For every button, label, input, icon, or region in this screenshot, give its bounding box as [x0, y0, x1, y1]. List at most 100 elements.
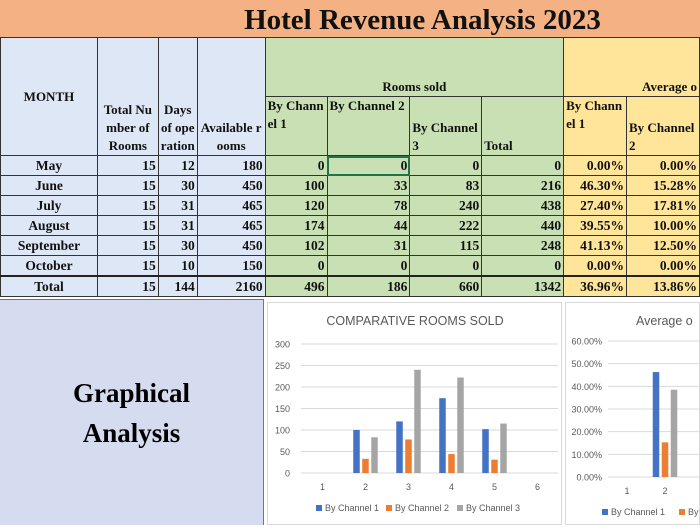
cell-days[interactable]: 30	[157, 235, 198, 256]
cell-available[interactable]: 450	[196, 235, 266, 256]
cell-label[interactable]: Total	[0, 275, 98, 297]
cell-p2[interactable]: 17.81%	[626, 195, 700, 216]
legend-swatch	[457, 505, 463, 511]
y-tick-label: 50.00%	[571, 359, 602, 369]
cell-month[interactable]: July	[0, 195, 98, 216]
cell-p1[interactable]: 36.96%	[563, 275, 628, 297]
cell-days[interactable]: 10	[157, 255, 198, 277]
cell-p2[interactable]: 12.50%	[626, 235, 700, 256]
cell-ch1[interactable]: 0	[264, 255, 328, 277]
header-total-rooms[interactable]: Total Number of Rooms	[96, 37, 159, 156]
cell-p2[interactable]: 0.00%	[626, 155, 700, 176]
cell-available[interactable]: 450	[196, 175, 266, 196]
cell-ch1[interactable]: 174	[264, 215, 328, 236]
y-tick-label: 100	[275, 426, 290, 436]
bar	[439, 398, 446, 473]
cell-ch3[interactable]: 222	[409, 215, 483, 236]
header-ch3[interactable]: By Channel 3	[409, 96, 483, 156]
cell-ch2[interactable]: 44	[326, 215, 411, 236]
header-average[interactable]: Average o	[563, 37, 700, 97]
cell-ch2[interactable]: 31	[326, 235, 411, 256]
cell-p2[interactable]: 13.86%	[626, 275, 700, 297]
cell-rooms[interactable]: 15	[96, 155, 159, 176]
cell-month[interactable]: August	[0, 215, 98, 236]
cell-p1[interactable]: 41.13%	[563, 235, 628, 256]
cell-ch3[interactable]: 0	[409, 255, 483, 277]
cell-ch3[interactable]: 240	[409, 195, 483, 216]
cell-month[interactable]: May	[0, 155, 98, 176]
cell-rooms[interactable]: 15	[96, 195, 159, 216]
x-tick-label: 5	[492, 482, 497, 492]
header-avg-ch2[interactable]: By Channel 2	[626, 96, 700, 156]
cell-ch2[interactable]: 33	[326, 175, 411, 196]
rooms-sold-chart[interactable]: COMPARATIVE ROOMS SOLD 0 50 100 150 200 250 300…	[267, 302, 562, 525]
cell-days[interactable]: 31	[157, 215, 198, 236]
cell-ch3[interactable]: 0	[409, 155, 483, 176]
cell-rooms[interactable]: 15	[96, 235, 159, 256]
table-row: September 15 30 450 102 31 115 248 41.13% 12.50%	[0, 235, 700, 256]
table-row: July 15 31 465 120 78 240 438 27.40% 17.81%	[0, 195, 700, 216]
cell-total[interactable]: 1342	[481, 275, 565, 297]
legend-label: By C	[688, 507, 700, 517]
cell-rooms[interactable]: 15	[96, 215, 159, 236]
cell-p1[interactable]: 27.40%	[563, 195, 628, 216]
header-avg-ch1[interactable]: By Channel 1	[563, 96, 628, 156]
cell-total[interactable]: 0	[481, 255, 565, 277]
x-tick-label: 2	[662, 486, 667, 496]
header-ch2[interactable]: By Channel 2	[326, 96, 411, 156]
cell-rooms[interactable]: 15	[96, 275, 159, 297]
cell-month[interactable]: June	[0, 175, 98, 196]
cell-available[interactable]: 465	[196, 195, 266, 216]
cell-ch1[interactable]: 0	[264, 155, 328, 176]
cell-days[interactable]: 144	[157, 275, 198, 297]
cell-p1[interactable]: 39.55%	[563, 215, 628, 236]
y-tick-label: 40.00%	[571, 382, 602, 392]
cell-days[interactable]: 12	[157, 155, 198, 176]
header-available[interactable]: Available rooms	[196, 37, 266, 156]
cell-total[interactable]: 216	[481, 175, 565, 196]
legend-swatch	[316, 505, 322, 511]
cell-available[interactable]: 180	[196, 155, 266, 176]
cell-days[interactable]: 31	[157, 195, 198, 216]
bar	[353, 430, 360, 473]
cell-available[interactable]: 2160	[196, 275, 266, 297]
cell-ch2[interactable]: 78	[326, 195, 411, 216]
cell-total[interactable]: 440	[481, 215, 565, 236]
cell-p1[interactable]: 0.00%	[563, 255, 628, 277]
cell-month[interactable]: September	[0, 235, 98, 256]
cell-ch1[interactable]: 102	[264, 235, 328, 256]
cell-ch3[interactable]: 83	[409, 175, 483, 196]
cell-ch2[interactable]: 186	[326, 275, 411, 297]
header-rooms-sold[interactable]: Rooms sold	[264, 37, 565, 97]
header-total[interactable]: Total	[481, 96, 565, 156]
cell-ch3[interactable]: 115	[409, 235, 483, 256]
cell-month[interactable]: October	[0, 255, 98, 277]
cell-p1[interactable]: 0.00%	[563, 155, 628, 176]
cell-rooms[interactable]: 15	[96, 175, 159, 196]
header-ch1[interactable]: By Channel 1	[264, 96, 328, 156]
average-chart[interactable]: Average o 0.00% 10.00% 20.00% 30.00% 40.00% 50…	[565, 302, 700, 525]
cell-p2[interactable]: 10.00%	[626, 215, 700, 236]
cell-total[interactable]: 438	[481, 195, 565, 216]
cell-total[interactable]: 0	[481, 155, 565, 176]
cell-p2[interactable]: 0.00%	[626, 255, 700, 277]
cell-ch2[interactable]: 0	[326, 155, 411, 176]
header-days[interactable]: Days of operation	[157, 37, 198, 156]
cell-p2[interactable]: 15.28%	[626, 175, 700, 196]
cell-days[interactable]: 30	[157, 175, 198, 196]
cell-available[interactable]: 150	[196, 255, 266, 277]
bar	[448, 454, 455, 473]
cell-available[interactable]: 465	[196, 215, 266, 236]
cell-rooms[interactable]: 15	[96, 255, 159, 277]
cell-p1[interactable]: 46.30%	[563, 175, 628, 196]
cell-ch1[interactable]: 100	[264, 175, 328, 196]
cell-ch1[interactable]: 120	[264, 195, 328, 216]
graphical-analysis-text: Graphical Analysis	[72, 377, 190, 448]
header-month[interactable]: MONTH	[0, 37, 98, 156]
cell-ch1[interactable]: 496	[264, 275, 328, 297]
cell-ch3[interactable]: 660	[409, 275, 483, 297]
y-tick-label: 0.00%	[576, 473, 602, 483]
cell-ch2[interactable]: 0	[326, 255, 411, 277]
bar	[491, 459, 498, 473]
cell-total[interactable]: 248	[481, 235, 565, 256]
